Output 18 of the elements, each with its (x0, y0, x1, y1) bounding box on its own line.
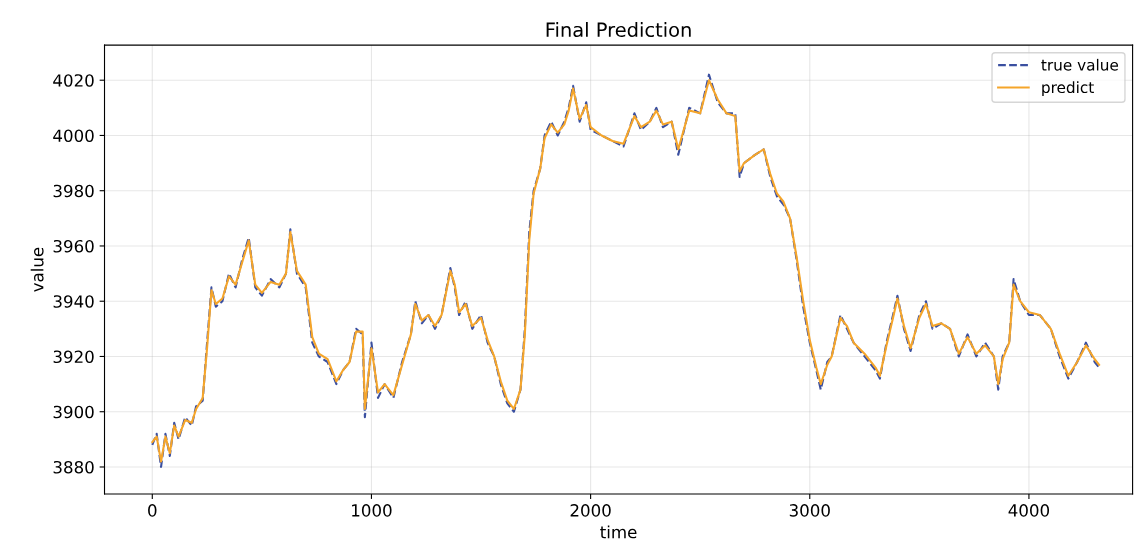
x-axis-title: time (600, 525, 637, 539)
legend-label: predict (1042, 81, 1094, 97)
x-tick-label: 2000 (570, 504, 611, 517)
legend-label: true value (1041, 58, 1119, 71)
y-tick-label: 3960 (53, 239, 94, 253)
x-tick-label: 0 (148, 504, 157, 517)
y-axis-title: value (30, 247, 44, 292)
y-tick-label: 3940 (53, 295, 94, 308)
y-tick-label: 3900 (53, 405, 94, 419)
y-tick-label: 3880 (53, 460, 94, 474)
x-tick-label: 3000 (789, 504, 830, 517)
chart-title: Final Prediction (546, 22, 691, 38)
y-tick-label: 3920 (53, 350, 94, 364)
y-tick-label: 4020 (53, 74, 94, 87)
x-tick-label: 4000 (1008, 504, 1050, 517)
y-tick-label: 4000 (53, 129, 94, 143)
x-tick-label: 1000 (352, 504, 392, 517)
y-tick-label: 3980 (53, 184, 94, 198)
